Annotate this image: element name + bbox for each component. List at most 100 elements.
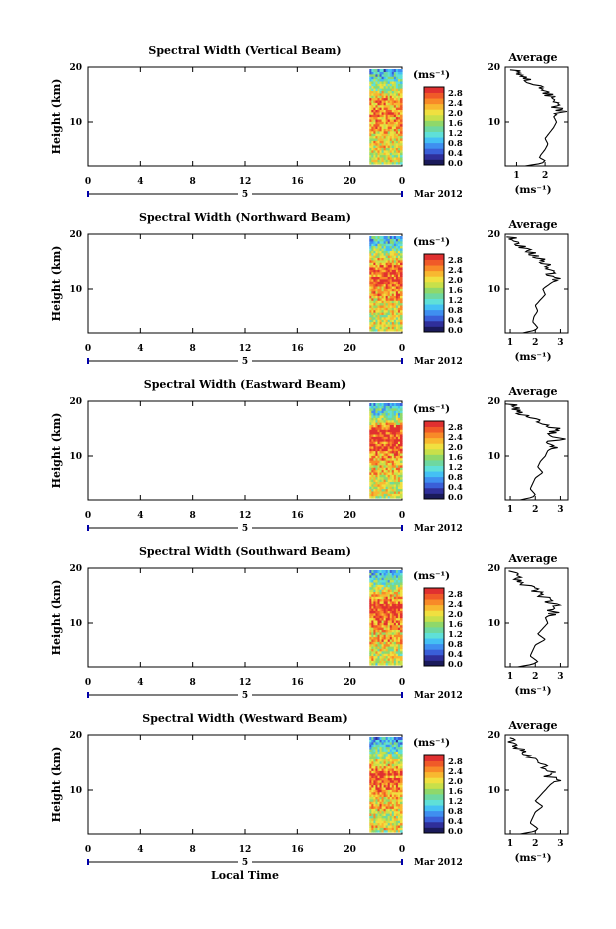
heatmap-cell (373, 813, 377, 816)
heatmap-cell (379, 483, 383, 487)
heatmap-cell (381, 770, 385, 774)
heatmap-cell (395, 570, 399, 573)
heatmap-cell (399, 631, 403, 635)
x-tick-label: 0 (85, 511, 91, 521)
day-label-bg (238, 524, 252, 532)
heatmap-cell (375, 450, 379, 454)
heatmap-cell (369, 133, 372, 137)
heatmap-cell (377, 591, 381, 595)
heatmap-cell (373, 474, 377, 478)
heatmap-cell (385, 782, 389, 786)
heatmap-cell (387, 80, 391, 84)
heatmap-cell (379, 612, 383, 616)
heatmap-cell (391, 414, 395, 418)
heatmap-cell (395, 71, 399, 75)
heatmap-cell (369, 629, 372, 633)
heatmap-cell (379, 255, 383, 258)
heatmap-cell (393, 452, 397, 456)
heatmap-cell (385, 636, 389, 640)
heatmap-cell (369, 796, 372, 800)
heatmap-cell (383, 641, 387, 645)
heatmap-cell (371, 789, 374, 793)
heatmap-cell (389, 760, 393, 764)
heatmap-cell (393, 483, 397, 487)
heatmap-cell (391, 817, 395, 821)
heatmap-cell (375, 304, 379, 308)
heatmap-cell (393, 250, 397, 254)
heatmap-cell (375, 300, 379, 304)
heatmap-cell (395, 490, 399, 494)
y-tick-label: 10 (69, 619, 82, 629)
heatmap-cell (389, 622, 393, 626)
heatmap-cell (389, 584, 393, 588)
heatmap-cell (381, 414, 385, 418)
heatmap-cell (395, 756, 399, 759)
heatmap-cell (371, 824, 374, 828)
heatmap-cell (381, 483, 385, 487)
heatmap-cell (377, 140, 381, 144)
heatmap-cell (381, 443, 385, 447)
heatmap-cell (397, 252, 401, 256)
heatmap-cell (377, 450, 381, 454)
heatmap-cell (381, 784, 385, 788)
heatmap-cell (381, 403, 385, 406)
heatmap-cell (395, 247, 399, 251)
heatmap-cell (371, 619, 374, 623)
heatmap-cell (383, 264, 387, 268)
heatmap-cell (391, 641, 395, 645)
date-label: Mar 2012 (414, 524, 463, 534)
heatmap-cell (381, 80, 385, 84)
heatmap-cell (371, 801, 374, 805)
heatmap-cell (379, 763, 383, 767)
heatmap-cell (383, 450, 387, 454)
heatmap-cell (373, 271, 377, 275)
heatmap-cell (395, 152, 399, 156)
heatmap-cell (389, 779, 393, 783)
heatmap-cell (399, 281, 403, 285)
heatmap-cell (371, 476, 374, 480)
heatmap-cell (373, 137, 377, 141)
heatmap-cell (389, 638, 393, 642)
heatmap-cell (393, 457, 397, 461)
profile-x-tick-label: 1 (507, 338, 513, 348)
heatmap-cell (387, 612, 391, 616)
heatmap-cell (369, 128, 372, 132)
heatmap-cell (371, 145, 374, 148)
heatmap-cell (391, 469, 395, 473)
colorbar-segment (424, 799, 444, 806)
heatmap-cell (385, 775, 389, 778)
heatmap-cell (387, 777, 391, 781)
heatmap-cell (371, 486, 374, 490)
heatmap-cell (387, 309, 391, 313)
heatmap-cell (399, 603, 403, 607)
heatmap-cell (391, 789, 395, 793)
heatmap-cell (385, 572, 389, 576)
heatmap-cell (391, 460, 395, 463)
heatmap-cell (399, 316, 403, 320)
heatmap-cell (377, 641, 381, 645)
heatmap-cell (375, 596, 379, 600)
heatmap-cell (375, 469, 379, 473)
heatmap-cell (385, 584, 389, 588)
heatmap-cell (369, 746, 372, 750)
heatmap-cell (369, 302, 372, 306)
heatmap-cell (371, 810, 374, 814)
heatmap-cell (387, 751, 391, 755)
heatmap-cell (371, 417, 374, 421)
heatmap-cell (391, 791, 395, 795)
heatmap-cell (373, 464, 377, 468)
heatmap-cell (399, 255, 403, 258)
heatmap-cell (373, 97, 377, 101)
heatmap-cell (393, 104, 397, 108)
heatmap-cell (371, 407, 374, 411)
heatmap-cell (383, 763, 387, 767)
heatmap-cell (373, 760, 377, 764)
heatmap-cell (379, 474, 383, 478)
heatmap-cell (387, 126, 391, 129)
heatmap-cell (369, 257, 372, 261)
heatmap-cell (395, 598, 399, 602)
profile-y-tick-label: 10 (487, 118, 500, 128)
heatmap-cell (369, 433, 372, 437)
heatmap-cell (377, 328, 381, 332)
heatmap-cell (385, 577, 389, 581)
